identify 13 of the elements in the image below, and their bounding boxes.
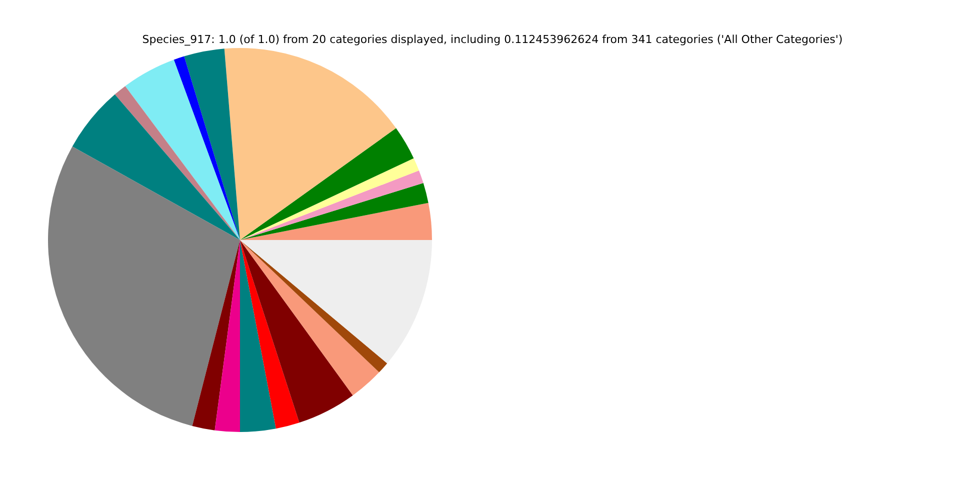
- pie-slice: [214, 240, 240, 432]
- text: Species_917: 1.0 (of 1.0) from 20 categories displayed, including 0.112453962624 from 341 categories ('All Other Categories'): [142, 32, 843, 46]
- pie-slice: [240, 240, 300, 429]
- pie-slice: [240, 158, 419, 240]
- pie-slice: [240, 240, 276, 432]
- pie-slice: [48, 146, 240, 426]
- pie-slice: [174, 56, 240, 240]
- pie-slice: [224, 48, 396, 240]
- pie-slice: [240, 240, 432, 364]
- pie-slice: [114, 86, 240, 240]
- pie-slice: [240, 170, 424, 240]
- pie-slice: [240, 240, 388, 372]
- pie-slice: [125, 60, 240, 240]
